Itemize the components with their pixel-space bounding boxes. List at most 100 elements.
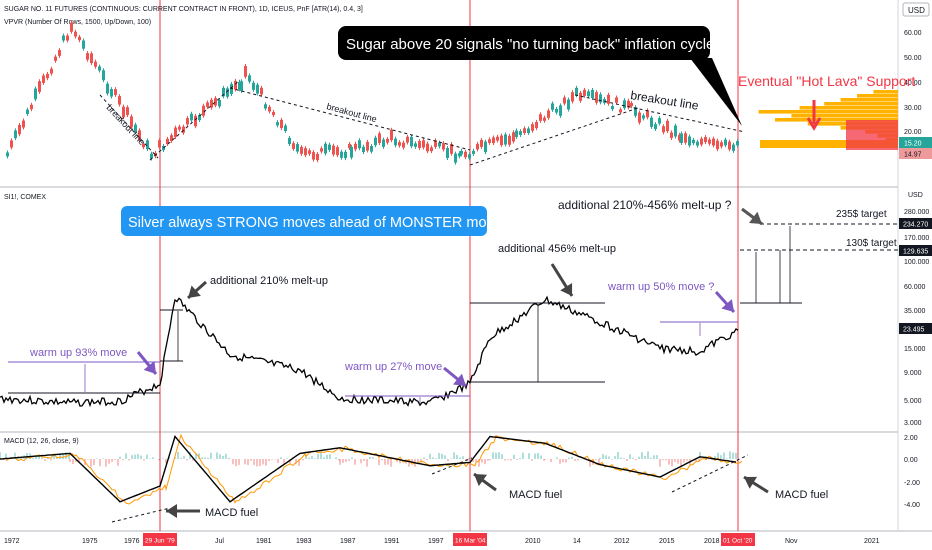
- silver-symbol-label: SI1!, COMEX: [4, 194, 46, 201]
- sugar-price-badge-2: [899, 148, 932, 159]
- sugar-candle: [332, 145, 335, 155]
- vpvr-bar: [758, 110, 898, 114]
- sugar-candle: [476, 143, 479, 150]
- macd-fuel-label-1: MACD fuel: [205, 507, 258, 519]
- sugar-candle: [102, 70, 105, 81]
- sugar-candle: [488, 139, 491, 143]
- sugar-candle: [638, 112, 641, 123]
- macd-fuel-arrow-2-head: [474, 474, 488, 487]
- silver-y-tick: 170.000: [904, 235, 929, 242]
- sugar-candle: [190, 113, 193, 121]
- sugar-candle: [543, 117, 546, 121]
- headline-callout: [338, 26, 710, 60]
- warmup-1-arrow-head: [143, 361, 156, 374]
- sugar-candle: [66, 35, 69, 41]
- sugar-candle: [350, 146, 353, 158]
- sugar-candle: [26, 109, 29, 114]
- sugar-candle: [134, 124, 137, 133]
- sugar-candle: [468, 154, 471, 159]
- sugar-candle: [680, 133, 683, 143]
- sugar-y-tick: 20.00: [904, 129, 922, 136]
- warmup-2-arrow-head: [453, 373, 466, 386]
- event-date-badge-2: [453, 533, 487, 546]
- sugar-candle: [535, 121, 538, 129]
- sugar-candle: [704, 137, 707, 143]
- sugar-candle: [607, 94, 610, 104]
- sugar-candle: [508, 135, 511, 145]
- sugar-y-tick: 60.00: [904, 30, 922, 37]
- macd-y-tick: 0.00: [904, 457, 918, 464]
- sugar-candle: [288, 137, 291, 145]
- sugar-candle: [515, 130, 518, 137]
- sugar-candle: [50, 68, 53, 74]
- sugar-candle: [18, 124, 21, 135]
- silver-price-label-1: 234.270: [903, 222, 928, 229]
- silver-callout: [121, 206, 487, 236]
- x-axis-tick: 1983: [296, 538, 312, 545]
- vpvr-bar: [840, 98, 898, 102]
- sugar-candle: [272, 111, 275, 116]
- silver-callout-text: Silver always STRONG moves ahead of MONS…: [128, 215, 509, 231]
- sugar-candle: [182, 126, 185, 133]
- meltup-1-label: additional 210% melt-up: [210, 275, 328, 287]
- sugar-candle: [575, 87, 578, 96]
- sugar-candle: [370, 146, 373, 152]
- sugar-candle: [414, 143, 417, 147]
- sugar-candle: [688, 136, 691, 146]
- sugar-candle: [244, 66, 247, 77]
- vpvr-hot-zone: [846, 120, 898, 150]
- sugar-candle: [324, 143, 327, 154]
- sugar-candle: [583, 89, 586, 96]
- sugar-candle: [6, 152, 9, 157]
- silver-y-tick: 280.000: [904, 209, 929, 216]
- x-axis-tick: 1997: [428, 538, 444, 545]
- silver-y-tick: 9.000: [904, 370, 922, 377]
- sugar-candle: [126, 107, 129, 115]
- sugar-candle: [114, 89, 117, 95]
- sugar-candle: [615, 97, 618, 103]
- currency-badge[interactable]: [902, 2, 930, 17]
- vpvr-bar: [799, 106, 898, 110]
- breakout-line-5: [574, 94, 746, 133]
- sugar-candle: [34, 88, 37, 100]
- sugar-candle: [158, 140, 161, 148]
- sugar-candle: [284, 125, 287, 132]
- sugar-candle: [226, 88, 229, 97]
- silver-unit-label: USD: [908, 192, 923, 199]
- sugar-candle: [446, 148, 449, 159]
- breakout-line-1: [99, 94, 159, 159]
- vpvr-bar: [873, 90, 898, 94]
- sugar-candle: [252, 82, 255, 90]
- sugar-candle: [296, 144, 299, 152]
- sugar-candle: [426, 143, 429, 152]
- sugar-candle: [170, 135, 173, 142]
- sugar-candle: [230, 83, 233, 94]
- sugar-candle: [563, 97, 566, 104]
- hot-lava-arrow: [806, 100, 822, 131]
- sugar-candle: [70, 22, 73, 32]
- sugar-candle: [634, 107, 637, 116]
- sugar-candle: [567, 99, 570, 110]
- sugar-candle: [670, 132, 673, 138]
- sugar-candle: [194, 115, 197, 127]
- sugar-candle: [328, 144, 331, 150]
- sugar-candle: [603, 99, 606, 103]
- x-axis-tick: Jul: [215, 538, 224, 545]
- sugar-candle: [402, 142, 405, 148]
- x-axis-tick: 1987: [340, 538, 356, 545]
- sugar-candle: [430, 147, 433, 152]
- headline-callout-tail: [690, 58, 742, 126]
- macd-y-tick: 2.00: [904, 435, 918, 442]
- sugar-candle: [264, 104, 267, 109]
- sugar-candle: [480, 139, 483, 147]
- sugar-candle: [366, 141, 369, 151]
- sugar-candle: [484, 141, 487, 153]
- sugar-candle: [555, 108, 558, 113]
- sugar-candle: [320, 148, 323, 152]
- sugar-candle: [308, 150, 311, 154]
- event-date-badge-1: [143, 533, 177, 546]
- silver-y-tick: 60.000: [904, 284, 926, 291]
- vpvr-bar: [857, 94, 898, 98]
- sugar-candle: [708, 139, 711, 144]
- sugar-candle: [150, 153, 153, 159]
